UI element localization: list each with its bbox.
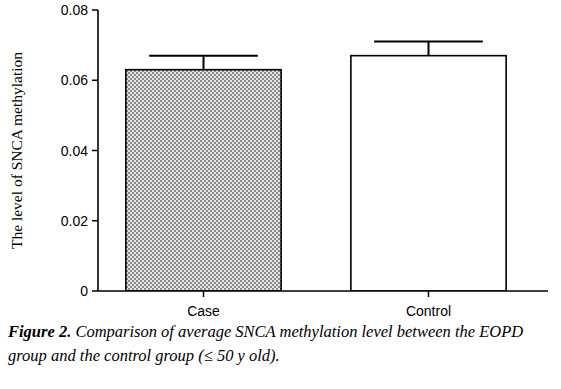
y-tick-label: 0.04 [61,143,88,159]
y-tick-label: 0 [80,283,88,299]
error-bar [149,56,258,70]
x-tick [203,291,205,297]
error-cap [374,41,483,43]
y-tick [92,290,98,292]
y-tick [92,220,98,222]
caption-label: Figure 2. [8,322,71,341]
error-stem [428,42,430,56]
x-tick [428,291,430,297]
y-tick-label: 0.06 [61,72,88,88]
error-stem [203,56,205,70]
category-label: Case [187,303,220,319]
error-cap [149,55,258,57]
caption: Figure 2. Comparison of average SNCA met… [8,320,556,368]
y-tick [92,80,98,82]
y-tick-label: 0.02 [61,213,88,229]
y-tick [92,9,98,11]
chart: Case Control 0 0.02 0.04 0.06 0.08 The level of… [0,0,561,320]
bar [126,70,281,291]
plot-area [126,42,506,291]
y-tick [92,150,98,152]
y-tick-label: 0.08 [61,2,88,18]
x-axis [98,290,548,292]
y-axis-label: The level of SNCA methylation [8,52,25,249]
error-bar [374,42,483,56]
category-label: Control [406,303,451,319]
bar [351,56,506,291]
